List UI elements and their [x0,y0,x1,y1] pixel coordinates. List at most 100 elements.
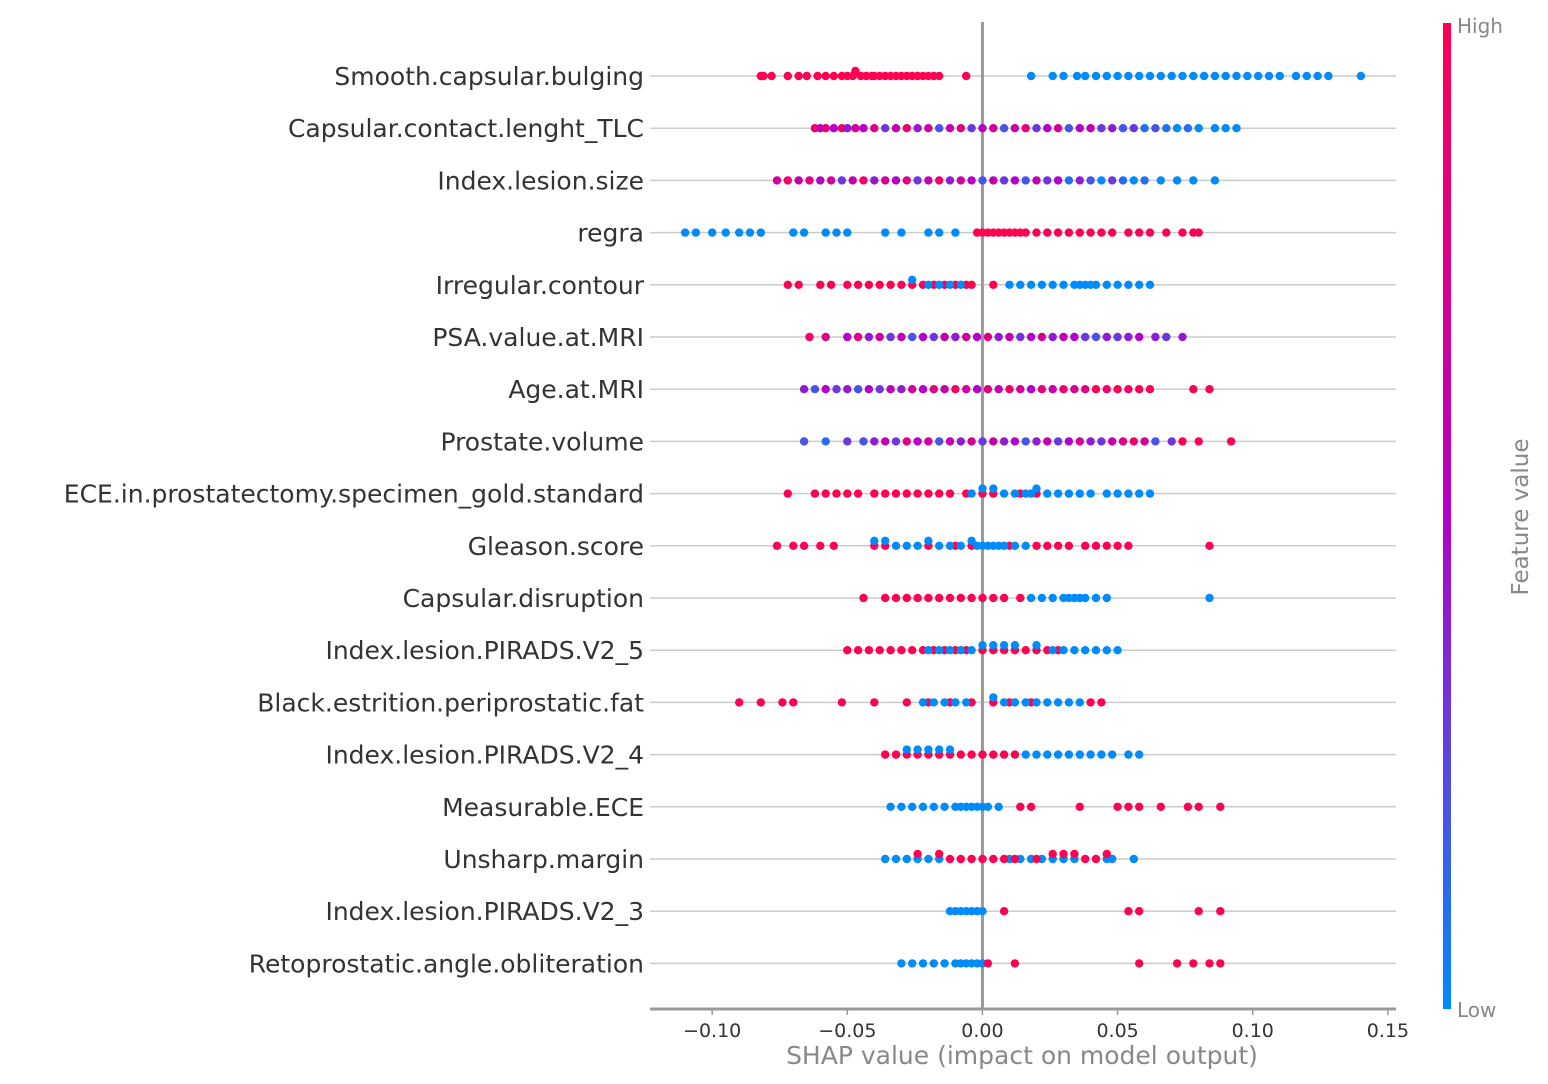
shap-point [1059,385,1068,394]
shap-point [924,124,933,133]
shap-point [1010,641,1020,650]
shap-point [1108,228,1117,237]
shap-point [1189,176,1198,185]
shap-point [864,280,874,289]
shap-point [1075,176,1085,185]
shap-point [1189,385,1198,394]
shap-point [935,489,944,498]
shap-point [935,280,944,289]
shap-point [1178,228,1187,237]
shap-point [1194,228,1203,237]
shap-point [924,854,933,864]
shap-point [1037,280,1047,289]
shap-point [924,280,933,289]
shap-point [978,854,987,864]
shap-point [708,228,717,237]
shap-point [1135,959,1144,968]
shap-point [999,641,1009,650]
shap-point [1135,489,1144,498]
shap-point [1162,228,1171,237]
shap-point [989,124,998,133]
shap-point [886,646,895,655]
shap-point [870,124,879,133]
shap-point [1032,698,1041,707]
shap-point [897,280,906,289]
shap-point [1037,593,1047,603]
shap-point [1048,646,1057,655]
shap-point [1059,849,1068,859]
shap-point [875,280,884,289]
shap-point [1102,646,1112,655]
shap-point [935,71,944,81]
shap-point [1070,849,1079,859]
shap-point [1075,750,1085,759]
shap-point [918,959,928,968]
shap-point [983,802,993,811]
shap-point [1172,176,1182,185]
shap-point [1075,489,1085,498]
shap-point [891,489,901,498]
shap-point [1135,802,1144,811]
shap-point [1048,593,1057,603]
shap-point [1064,176,1074,185]
shap-point [962,698,971,707]
shap-point [978,750,987,759]
shap-point [691,228,701,237]
shap-point [1205,541,1214,550]
shap-point [956,541,965,550]
shap-point [1118,176,1128,185]
shap-point [924,228,933,237]
shap-point [1140,176,1149,185]
shap-point [891,437,901,446]
shap-point [1216,802,1225,811]
shap-point [1026,385,1036,394]
shap-point [881,536,890,545]
shap-point [1059,332,1068,342]
shap-point [967,854,976,864]
shap-point [843,437,852,446]
shap-point [1118,437,1128,446]
x-tick-label: 0.10 [1232,1020,1274,1042]
shap-point [1194,124,1203,133]
shap-point [1032,124,1041,133]
shap-point [816,176,825,185]
feature-gridlines [650,75,1396,965]
shap-point [1010,959,1020,968]
shap-point [864,646,874,655]
shap-point [913,124,922,133]
shap-point [902,698,911,707]
shap-point [1124,332,1133,342]
shap-point [1324,71,1333,81]
shap-point [859,437,868,446]
shap-point [1048,849,1057,859]
shap-point [1145,71,1155,81]
shap-point [1135,332,1144,342]
shap-point [999,907,1009,916]
feature-label: Unsharp.margin [443,845,644,874]
x-tick-label: 0.05 [1096,1020,1138,1042]
feature-label: Index.lesion.PIRADS.V2_4 [325,741,644,770]
feature-label: Measurable.ECE [442,793,644,822]
shap-point [999,854,1009,864]
shap-point [843,124,852,133]
shap-point [935,228,944,237]
shap-point [886,280,895,289]
shap-point [826,280,836,289]
shap-point [1145,280,1155,289]
shap-point [794,280,803,289]
shap-point [918,385,928,394]
x-axis: −0.10 −0.05 0.00 0.05 0.10 0.15 [650,1007,1409,1042]
shap-point [994,385,1003,394]
colorbar: High Low Feature value [1443,14,1534,1022]
shap-point [956,280,965,289]
shap-point [1064,750,1074,759]
shap-point [1059,280,1068,289]
shap-point [1043,124,1052,133]
shap-point [962,71,971,81]
shap-point [1205,593,1214,603]
shap-point [1124,385,1133,394]
shap-point [1053,176,1063,185]
shap-point [924,489,933,498]
shap-point [794,71,803,81]
shap-point [1145,228,1155,237]
